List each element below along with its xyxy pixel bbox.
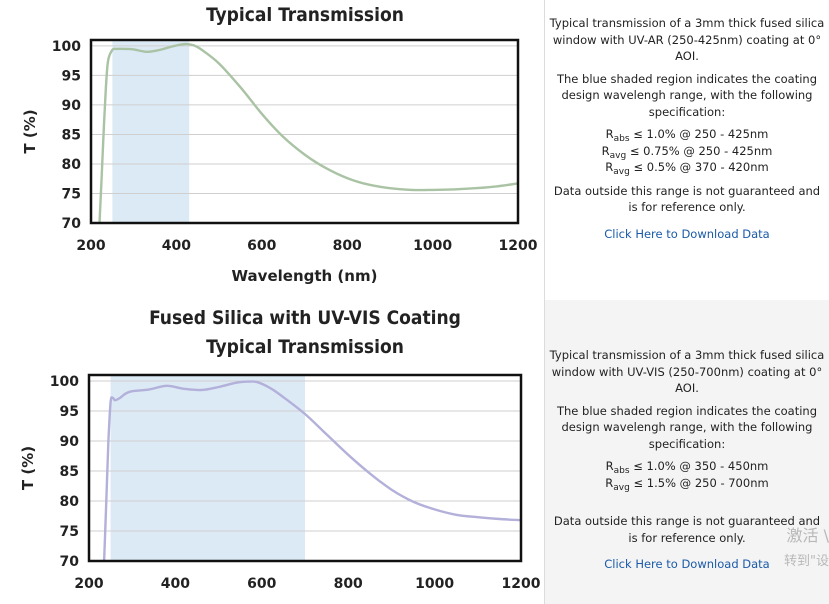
disclaimer-text-1: Data outside this range is not guarantee… [553,183,821,215]
x-tick-label: 1200 [499,238,538,254]
transmission-chart-2: Fused Silica with UV-VIS Coating Typical … [19,307,541,592]
spec-item: Ravg ≤ 0.75% @ 250 - 425nm [601,143,773,161]
spec-list-1: Rabs ≤ 1.0% @ 250 - 425nm Ravg ≤ 0.75% @… [549,126,825,177]
download-data-link-2[interactable]: Click Here to Download Data [604,557,770,571]
y-tick-label: 70 [60,554,80,570]
spec-list-2: Rabs ≤ 1.0% @ 350 - 450nm Ravg ≤ 1.5% @ … [549,458,825,493]
disclaimer-text-2: Data outside this range is not guarantee… [553,514,821,545]
x-tick-label: 1000 [413,238,452,254]
description-text-2: Typical transmission of a 3mm thick fuse… [549,348,825,395]
description-shading-note-1: The blue shaded region indicates the coa… [556,71,818,119]
y-tick-label: 85 [60,464,79,480]
description-shading-note-2: The blue shaded region indicates the coa… [556,403,818,451]
x-tick-label: 200 [74,576,103,592]
x-axis-label: Wavelength (nm) [232,267,378,285]
plot-frame [89,38,520,225]
spec-item: Rabs ≤ 1.0% @ 350 - 450nm [605,459,769,476]
x-tick-label: 600 [247,576,276,592]
x-tick-label: 1200 [502,576,541,592]
chart-panel-2: Fused Silica with UV-VIS Coating Typical … [0,300,829,604]
transmission-curve [98,42,518,223]
chart-title: Fused Silica with UV-VIS Coating [149,307,461,329]
chart-title: Typical Transmission [206,336,404,358]
x-tick-label: 400 [161,576,190,592]
y-tick-label: 100 [50,374,79,390]
watermark-line-2: 转到"设 [784,554,829,569]
chart-container-2: Fused Silica with UV-VIS Coating Typical … [0,300,544,604]
y-tick-label: 70 [62,216,82,232]
design-range-shade [112,40,190,223]
y-tick-label: 95 [62,68,81,84]
x-tick-label: 1000 [415,576,454,592]
y-tick-label: 95 [60,404,79,420]
x-tick-label: 600 [247,238,276,254]
plot-frame [87,373,523,563]
chart-title: Typical Transmission [206,4,404,26]
y-tick-label: 90 [60,434,80,450]
watermark-line-1: 激活 \ [786,526,829,545]
chart-panel-1: Typical Transmission 70 75 80 85 90 95 100 200 40… [0,0,829,301]
x-tick-label: 200 [76,238,105,254]
x-tick-label: 800 [333,238,362,254]
spec-item: Rabs ≤ 1.0% @ 250 - 425nm [605,127,769,144]
y-tick-label: 75 [62,186,81,202]
y-tick-label: 85 [62,127,81,143]
y-tick-label: 100 [52,39,81,55]
y-axis-label: T (%) [19,446,37,490]
description-panel-1: Typical transmission of a 3mm thick fuse… [544,0,829,300]
y-tick-label: 75 [60,524,79,540]
y-tick-label: 80 [60,494,80,510]
chart-container-1: Typical Transmission 70 75 80 85 90 95 100 200 40… [0,0,544,300]
download-data-link-1[interactable]: Click Here to Download Data [604,226,770,241]
y-tick-label: 80 [62,157,82,173]
transmission-curve [102,380,521,561]
y-axis-label: T (%) [21,109,39,153]
y-tick-label: 90 [62,98,82,114]
spec-item: Ravg ≤ 1.5% @ 250 - 700nm [605,475,769,493]
design-range-shade [110,375,305,561]
x-tick-label: 800 [334,576,363,592]
transmission-chart-1: Typical Transmission 70 75 80 85 90 95 100 200 40… [21,4,538,285]
description-panel-2: Typical transmission of a 3mm thick fuse… [544,300,829,604]
spec-item: Ravg ≤ 0.5% @ 370 - 420nm [605,160,769,177]
description-text-1: Typical transmission of a 3mm thick fuse… [549,16,825,63]
x-tick-label: 400 [162,238,191,254]
